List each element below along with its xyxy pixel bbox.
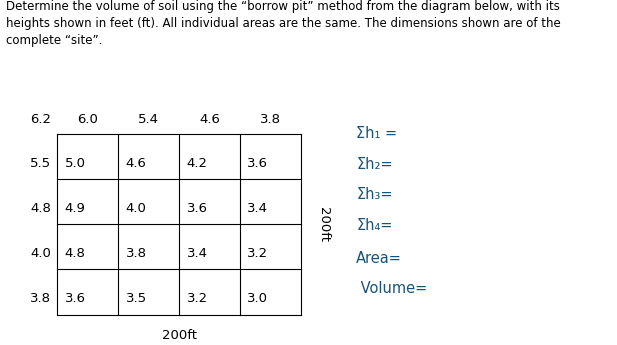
Text: Σh₃=: Σh₃= [357,187,393,203]
Text: 6.2: 6.2 [30,114,51,126]
Text: 3.8: 3.8 [260,114,281,126]
Text: 3.4: 3.4 [247,202,268,215]
Text: 3.6: 3.6 [65,292,86,305]
Text: 4.0: 4.0 [125,202,146,215]
Text: Determine the volume of soil using the “borrow pit” method from the diagram belo: Determine the volume of soil using the “… [6,0,561,47]
Text: 3.6: 3.6 [186,202,207,215]
Text: Σh₂=: Σh₂= [357,157,393,172]
Text: 3.0: 3.0 [247,292,268,305]
Text: 4.8: 4.8 [30,202,51,215]
Text: Volume=: Volume= [357,281,428,296]
Text: 5.0: 5.0 [65,157,86,170]
Text: 5.5: 5.5 [30,157,51,170]
Text: 4.2: 4.2 [186,157,207,170]
Text: 3.4: 3.4 [186,247,207,260]
Text: Σh₁ =: Σh₁ = [357,127,397,141]
Text: 4.9: 4.9 [65,202,85,215]
Text: 5.4: 5.4 [138,114,159,126]
Text: 4.6: 4.6 [199,114,220,126]
Text: 4.0: 4.0 [30,247,51,260]
Text: 6.0: 6.0 [77,114,98,126]
Text: 3.6: 3.6 [247,157,268,170]
Text: Area=: Area= [357,251,402,266]
Text: 3.5: 3.5 [125,292,147,305]
Text: 4.8: 4.8 [65,247,85,260]
Text: 3.2: 3.2 [186,292,207,305]
Text: Σh₄=: Σh₄= [357,218,393,233]
Text: 200ft: 200ft [162,329,197,342]
Text: 4.6: 4.6 [125,157,146,170]
Text: 3.8: 3.8 [30,292,51,305]
Text: 200ft: 200ft [317,207,330,242]
Text: 3.2: 3.2 [247,247,268,260]
Text: 3.8: 3.8 [125,247,146,260]
